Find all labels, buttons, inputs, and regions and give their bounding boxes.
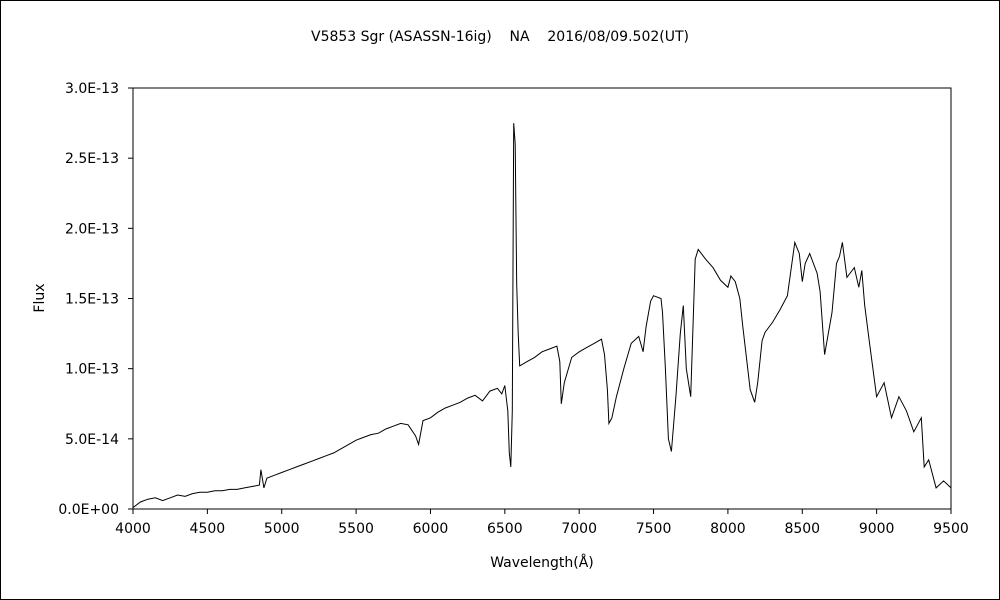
x-axis-label: Wavelength(Å) [490, 554, 594, 571]
x-tick-label: 9500 [933, 521, 969, 537]
x-tick-label: 7500 [636, 521, 672, 537]
x-tick-label: 9000 [859, 521, 895, 537]
plot-area [132, 87, 952, 510]
x-tick-label: 8500 [784, 521, 820, 537]
spectrum-series-line [132, 123, 952, 508]
x-tick-label: 6500 [487, 521, 523, 537]
x-axis-ticks: 4000 4500 5000 5500 6000 6500 7000 7500 8000 8500… [115, 509, 969, 537]
y-axis-ticks: 0.0E+00 5.0E-14 1.0E-13 1.5E-13 2.0E-13 2.5E-… [58, 81, 133, 518]
x-tick-label: 8000 [710, 521, 746, 537]
y-tick-label: 1.0E-13 [65, 362, 119, 378]
chart-title: V5853 Sgr (ASASSN-16ig) NA 2016/08/09.50… [311, 29, 689, 45]
y-tick-label: 1.5E-13 [65, 292, 119, 308]
x-tick-label: 7000 [561, 521, 597, 537]
y-tick-label: 3.0E-13 [65, 81, 119, 97]
x-tick-label: 5500 [338, 521, 374, 537]
x-tick-label: 6000 [413, 521, 449, 537]
y-axis-label: Flux [32, 283, 48, 312]
x-tick-label: 4500 [190, 521, 226, 537]
y-tick-label: 5.0E-14 [65, 432, 119, 448]
y-tick-label: 2.0E-13 [65, 221, 119, 237]
x-tick-label: 5000 [264, 521, 300, 537]
y-tick-label: 2.5E-13 [65, 151, 119, 167]
x-tick-label: 4000 [115, 521, 151, 537]
y-tick-label: 0.0E+00 [58, 502, 119, 518]
